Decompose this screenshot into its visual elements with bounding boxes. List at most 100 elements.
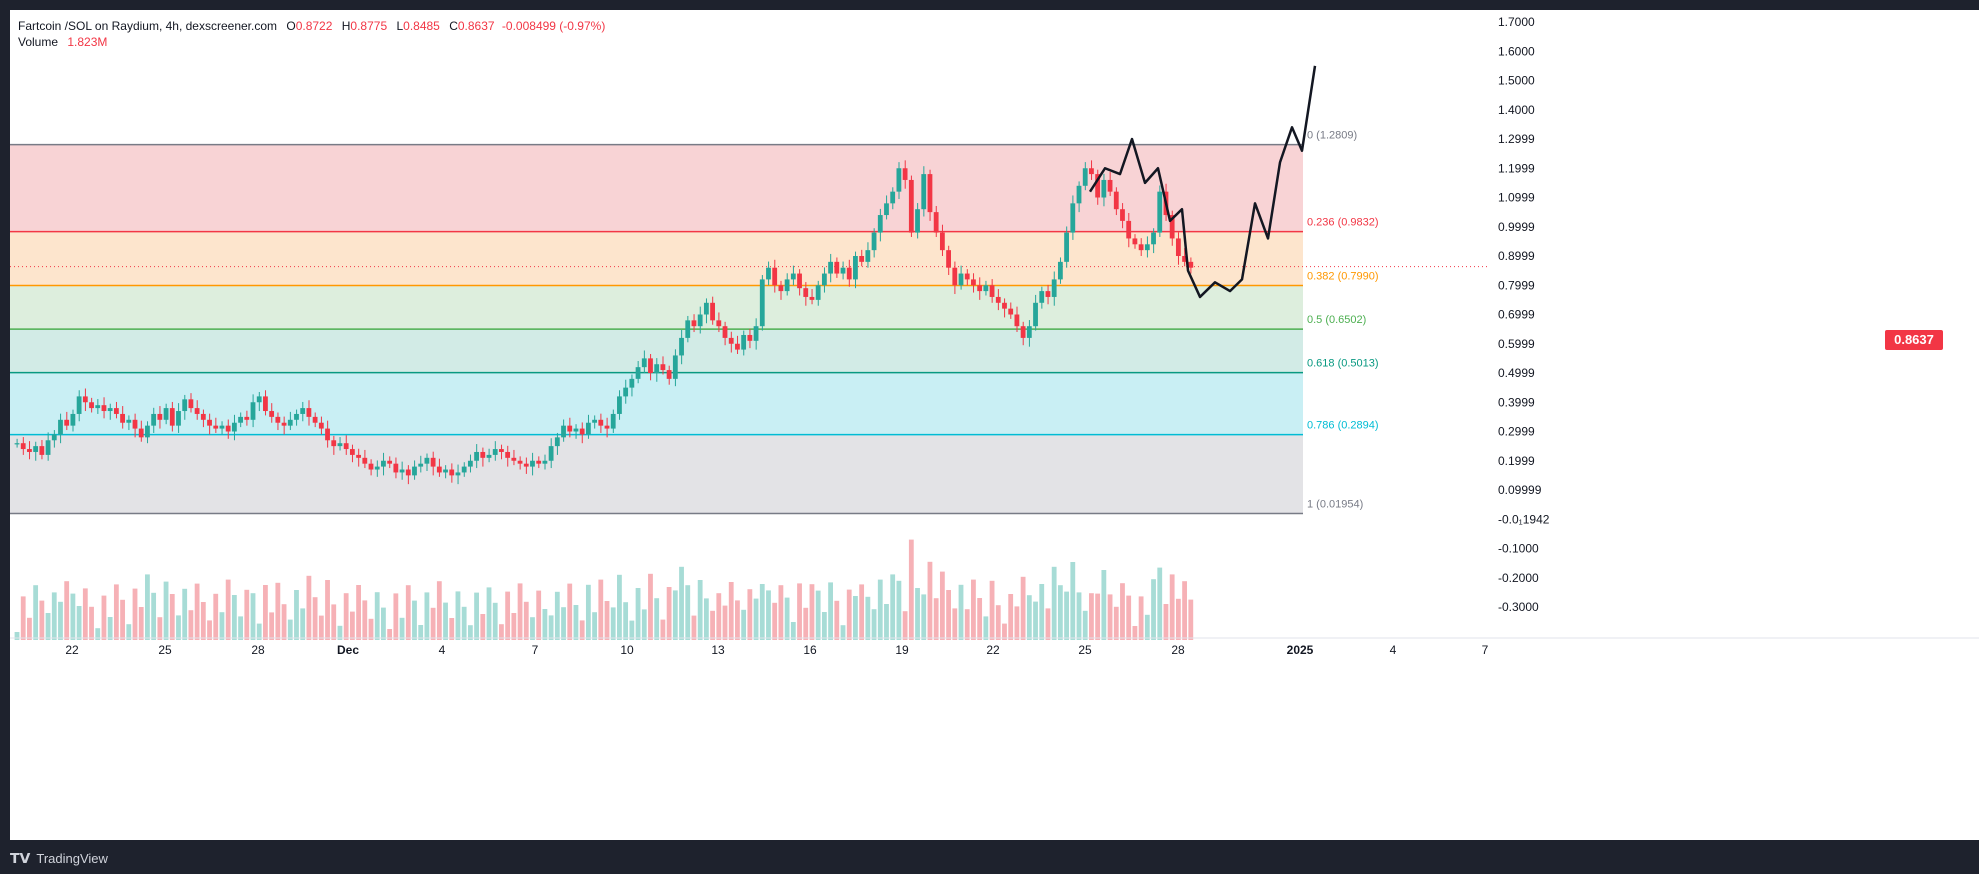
volume-bar — [1188, 599, 1194, 640]
y-axis-tick: 1.2999 — [1498, 132, 1535, 146]
fib-level-label: 0.5 (0.6502) — [1307, 314, 1366, 326]
volume-bar — [207, 620, 212, 640]
candle-body — [846, 267, 852, 280]
candle-body — [759, 279, 765, 327]
candle-body — [424, 457, 430, 464]
volume-bar — [1076, 592, 1082, 640]
volume-bar — [1020, 576, 1026, 640]
candle-body — [213, 425, 219, 429]
candle-body — [654, 364, 660, 373]
candle-body — [983, 285, 989, 292]
volume-bar — [865, 596, 871, 640]
volume-bar — [505, 591, 511, 640]
candle-body — [530, 460, 535, 467]
fib-level-label: 0 (1.2809) — [1307, 130, 1357, 142]
volume-bar — [113, 584, 119, 640]
volume-bar — [225, 579, 231, 640]
candle-body — [821, 273, 827, 286]
fib-level-label: 0.382 (0.7990) — [1307, 271, 1379, 283]
volume-bar — [567, 583, 573, 640]
candle-body — [430, 457, 436, 467]
candle-body — [995, 296, 1001, 303]
candle-body — [27, 449, 32, 452]
volume-bar — [1175, 598, 1181, 640]
candle-body — [703, 302, 709, 315]
volume-bar — [908, 539, 914, 640]
candle-body — [1169, 215, 1175, 239]
x-axis-tick: 10 — [620, 643, 634, 657]
volume-bar — [399, 617, 405, 640]
volume-bar — [915, 588, 920, 640]
y-axis-tick: 0.6999 — [1498, 308, 1535, 322]
volume-bar — [579, 620, 585, 640]
open-value: 0.8722 — [295, 19, 333, 33]
candle-body — [672, 355, 678, 379]
volume-bar — [405, 585, 411, 640]
volume-bar — [629, 620, 635, 640]
candle-body — [362, 457, 368, 464]
fib-level-label: 0.236 (0.9832) — [1307, 217, 1379, 229]
volume-bar — [455, 591, 461, 640]
volume-bar — [853, 596, 858, 640]
volume-bar — [933, 598, 939, 640]
volume-bar — [169, 594, 175, 640]
candle-body — [871, 232, 877, 251]
volume-bar — [194, 583, 200, 640]
candle-body — [474, 451, 479, 461]
volume-bar — [722, 605, 728, 640]
volume-bar — [573, 605, 579, 640]
volume-bar — [256, 623, 262, 640]
volume-bar — [430, 607, 436, 640]
candle-body — [275, 416, 281, 423]
candle-body — [399, 469, 405, 473]
volume-bar — [27, 617, 32, 640]
candle-body — [1082, 168, 1088, 186]
volume-bar — [635, 588, 641, 640]
candle-body — [735, 343, 740, 350]
candle-body — [449, 469, 455, 476]
volume-bar — [287, 619, 293, 640]
volume-bar — [772, 602, 778, 640]
chart-area[interactable]: 0 (1.2809) 0.236 (0.9832) 0.382 (0.7990) 0.… — [10, 10, 1979, 840]
candle-body — [648, 358, 653, 373]
candle-body — [343, 443, 349, 450]
x-axis-tick: 28 — [251, 643, 265, 657]
candle-body — [244, 416, 250, 420]
volume-bar — [815, 590, 821, 640]
volume-bar — [163, 581, 169, 640]
candle-body — [64, 419, 70, 426]
volume-bar — [20, 596, 26, 640]
candle-body — [467, 460, 473, 467]
volume-bar — [884, 604, 889, 640]
price-chart[interactable]: 0 (1.2809) 0.236 (0.9832) 0.382 (0.7990) 0.… — [10, 10, 1979, 840]
volume-bar — [561, 607, 566, 640]
candle-body — [294, 413, 299, 420]
volume-bar — [1138, 596, 1144, 640]
candle-body — [381, 460, 386, 467]
volume-bar — [728, 582, 734, 640]
x-axis-tick: 28 — [1171, 643, 1185, 657]
volume-bar — [368, 618, 374, 640]
fib-level-label: 0.618 (0.5013) — [1307, 358, 1379, 370]
fib-level-label: 0.786 (0.2894) — [1307, 420, 1379, 432]
volume-bar — [890, 574, 896, 640]
volume-bar — [250, 593, 256, 640]
volume-bar — [200, 602, 206, 640]
candle-body — [33, 446, 39, 452]
y-axis-tick: 0.09999 — [1498, 483, 1542, 497]
volume-bar — [1026, 595, 1032, 640]
candle-body — [51, 434, 57, 441]
y-axis-tick: 0.8999 — [1498, 249, 1535, 263]
y-axis-tick: 1.1999 — [1498, 161, 1535, 175]
volume-bar — [300, 608, 306, 640]
volume-bar — [381, 607, 386, 640]
volume-bar — [486, 587, 492, 640]
volume-bar — [710, 610, 715, 640]
candle-body — [623, 387, 629, 397]
candle-body — [853, 256, 858, 280]
candle-body — [691, 320, 697, 327]
candle-body — [151, 413, 157, 426]
volume-bar — [281, 604, 287, 640]
volume-bar — [1033, 601, 1038, 640]
candle-body — [1182, 256, 1187, 262]
